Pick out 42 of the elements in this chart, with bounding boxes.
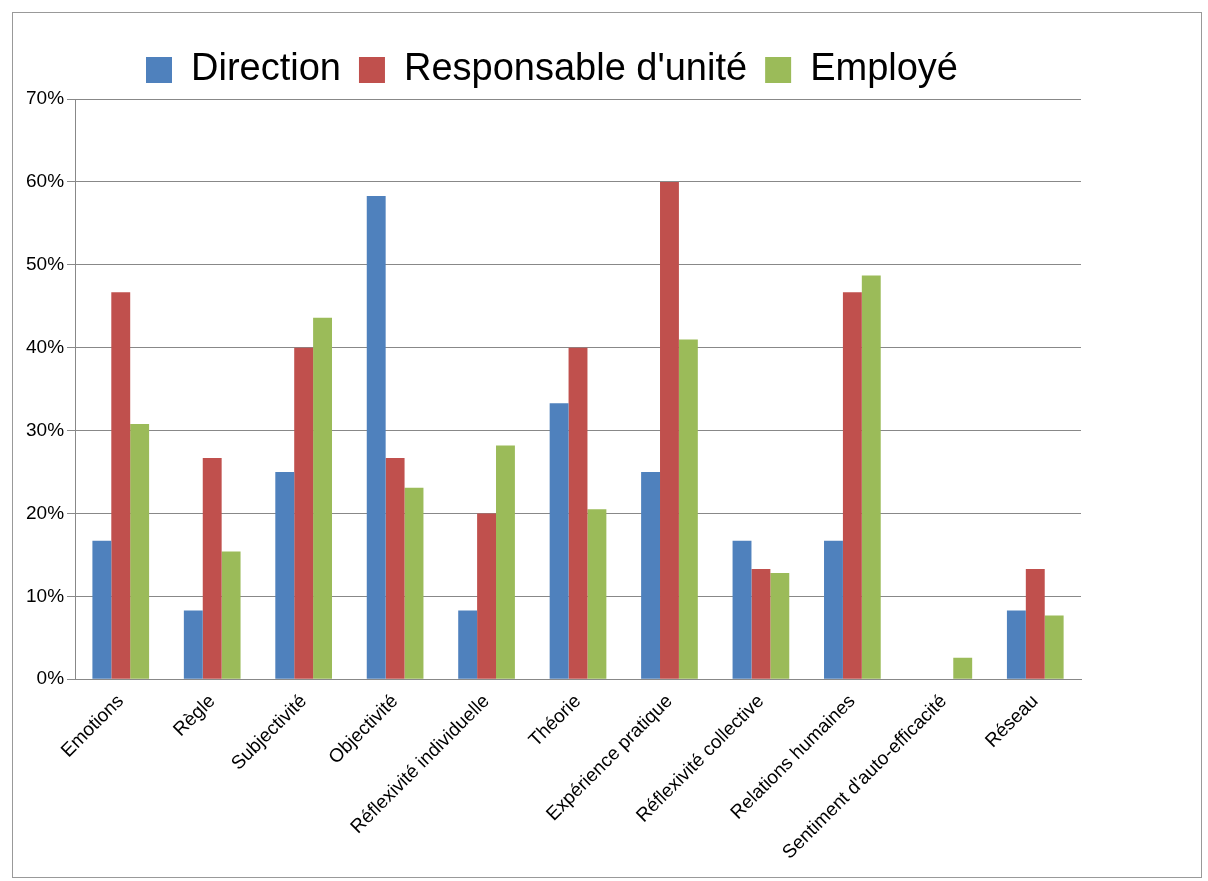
y-tick-label: 40% <box>26 335 65 357</box>
bar <box>1025 568 1045 679</box>
bar <box>366 195 386 679</box>
y-tick-label: 50% <box>26 253 65 275</box>
bar <box>678 339 698 679</box>
bar <box>953 657 973 679</box>
bar <box>496 445 515 679</box>
bar <box>641 472 661 679</box>
bar <box>587 509 607 679</box>
y-tick-label: 60% <box>26 170 65 192</box>
bar <box>549 403 569 679</box>
bar <box>458 610 478 679</box>
bar <box>92 540 112 679</box>
y-tick-label: 30% <box>26 418 65 440</box>
bar <box>568 347 588 679</box>
bar <box>202 457 222 679</box>
y-tick-label: 20% <box>26 501 65 523</box>
bar <box>221 551 241 679</box>
bar <box>130 423 150 679</box>
legend-label: Responsable d'unité <box>403 46 748 89</box>
bar <box>1044 615 1064 679</box>
bar <box>313 317 333 679</box>
legend-label: Employé <box>810 46 958 89</box>
bar <box>111 292 131 679</box>
bar <box>842 292 862 679</box>
bar <box>1006 610 1026 679</box>
y-tick-label: 70% <box>26 87 65 109</box>
y-tick-label: 0% <box>36 667 65 689</box>
y-tick-label: 10% <box>26 584 65 606</box>
bar <box>861 275 881 679</box>
legend-label: Direction <box>191 46 341 89</box>
bar <box>732 540 752 679</box>
bar <box>660 181 679 679</box>
bar <box>770 573 790 679</box>
bar <box>477 513 497 679</box>
bar <box>294 347 314 679</box>
bar <box>404 487 424 679</box>
bar <box>275 472 295 679</box>
bar <box>183 610 203 679</box>
bar <box>824 540 843 679</box>
bar <box>385 457 405 679</box>
bar <box>751 568 771 679</box>
